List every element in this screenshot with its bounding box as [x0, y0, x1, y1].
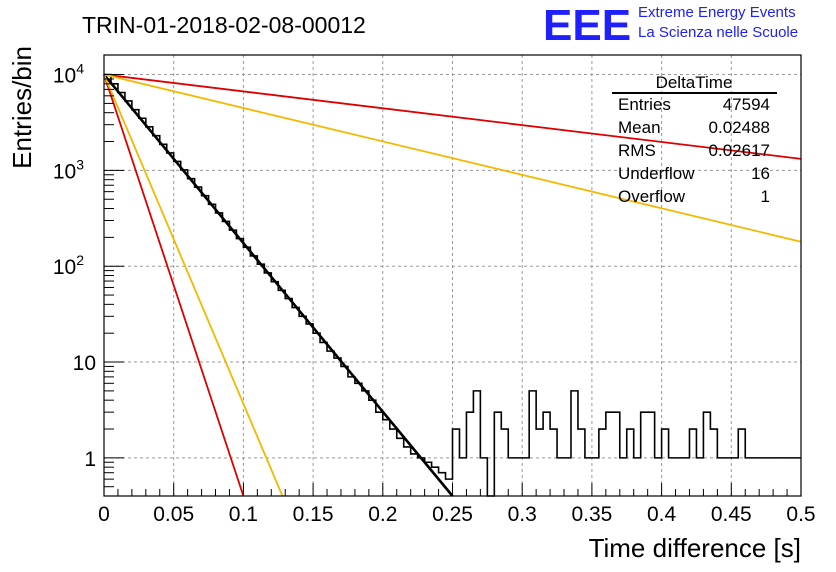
x-tick-label: 0: [98, 503, 110, 526]
x-tick-label: 0.3: [508, 503, 537, 526]
x-tick-label: 0.15: [293, 503, 334, 526]
fit-lines: [102, 73, 802, 497]
fit-line-3: [103, 73, 802, 243]
chart-title: TRIN-01-2018-02-08-00012: [82, 12, 366, 38]
y-tick-label: 1: [84, 448, 96, 471]
x-tick-label: 0.1: [229, 503, 258, 526]
fit-line-2: [103, 73, 802, 160]
plot-frame: [103, 54, 802, 497]
eee-logo: EEE Extreme Energy Events La Scienza nel…: [543, 1, 798, 50]
stats-title: DeltaTime: [656, 73, 733, 92]
logo-mark: EEE: [543, 1, 631, 50]
x-axis-label: Time difference [s]: [589, 533, 801, 563]
x-tick-label: 0.35: [571, 503, 612, 526]
stats-label: Mean: [618, 118, 661, 137]
fit-line-4: [103, 74, 245, 497]
y-tick-label: 104: [53, 61, 84, 88]
x-axis: 0 0.05 0.1 0.15 0.2 0.25 0.3 0.35 0.4 0.45 0.5: [98, 483, 816, 526]
x-tick-label: 0.25: [432, 503, 473, 526]
logo-line2: La Scienza nelle Scuole: [638, 24, 798, 41]
x-tick-label: 0.05: [153, 503, 194, 526]
fit-line-1: [102, 73, 454, 497]
x-tick-label: 0.5: [786, 503, 815, 526]
x-tick-label: 0.2: [368, 503, 397, 526]
stats-label: Underflow: [618, 164, 695, 183]
stats-value: 1: [761, 187, 770, 206]
grid: [104, 55, 801, 496]
stats-label: Entries: [618, 95, 671, 114]
stats-box: DeltaTime Entries 47594 Mean 0.02488 RMS 0.02…: [612, 73, 777, 206]
y-tick-label: 10: [73, 352, 96, 375]
stats-value: 0.02617: [709, 141, 770, 160]
stats-value: 16: [751, 164, 770, 183]
x-tick-label: 0.45: [711, 503, 752, 526]
y-tick-label: 103: [53, 156, 84, 183]
y-tick-label: 102: [53, 252, 84, 279]
stats-label: RMS: [618, 141, 656, 160]
y-axis-label: Entries/bin: [7, 46, 37, 169]
fit-line-5: [103, 74, 284, 497]
stats-value: 47594: [723, 95, 770, 114]
stats-value: 0.02488: [709, 118, 770, 137]
stats-label: Overflow: [618, 187, 686, 206]
logo-line1: Extreme Energy Events: [638, 4, 796, 21]
x-tick-label: 0.4: [647, 503, 677, 526]
